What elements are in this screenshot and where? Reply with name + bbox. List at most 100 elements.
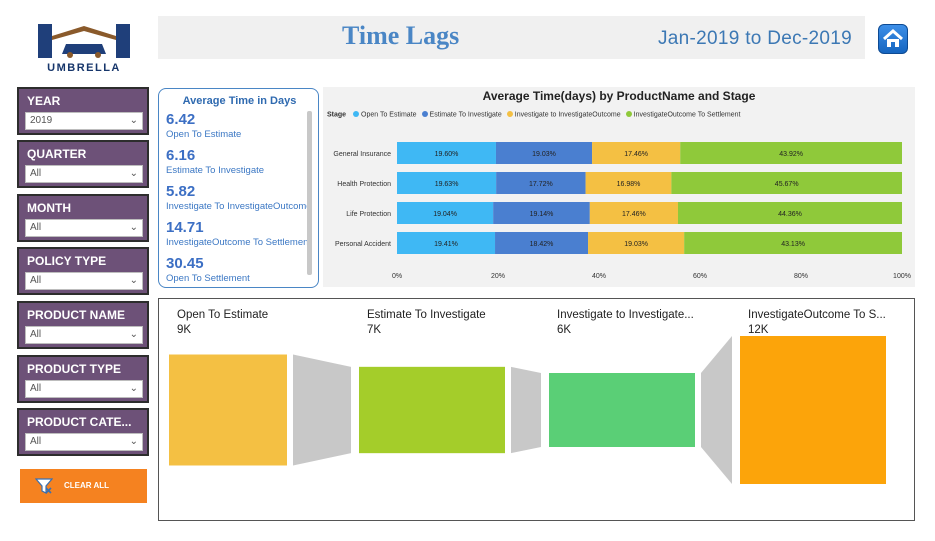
legend-title: Stage (327, 111, 347, 119)
filter-label: PRODUCT TYPE (27, 362, 122, 376)
bar-segment[interactable] (592, 142, 681, 164)
bar-segment[interactable] (496, 172, 586, 194)
bar-segment[interactable] (680, 142, 902, 164)
chevron-down-icon: ⌄ (129, 436, 138, 447)
filter-dropdown[interactable]: All ⌄ (25, 433, 143, 451)
umbrella-logo (32, 20, 136, 76)
kpi-label: Open To Estimate (166, 129, 242, 140)
filter-value: All (30, 383, 42, 394)
filter-dropdown[interactable]: All ⌄ (25, 380, 143, 398)
data-label: 19.04% (433, 211, 457, 218)
funnel-stage-label: Estimate To Investigate (367, 309, 486, 321)
legend-swatch (421, 111, 428, 117)
data-label: 16.98% (617, 181, 641, 188)
chevron-down-icon: ⌄ (129, 329, 138, 340)
data-label: 17.46% (622, 211, 646, 218)
kpi-label: Investigate To InvestigateOutcome (166, 201, 312, 212)
filter-product-cate: PRODUCT CATE... All ⌄ (17, 408, 149, 456)
funnel-stage-bar[interactable] (549, 373, 695, 447)
bar-chart-legend: Stage Open To Estimate Estimate To Invest… (327, 111, 741, 119)
legend-item[interactable]: Investigate to InvestigateOutcome (514, 111, 621, 119)
bar-segment[interactable] (397, 202, 494, 224)
filter-dropdown[interactable]: All ⌄ (25, 165, 143, 183)
data-label: 17.72% (529, 181, 553, 188)
x-tick-label: 40% (592, 273, 606, 280)
bar-segment[interactable] (397, 142, 496, 164)
filter-dropdown[interactable]: 2019 ⌄ (25, 112, 143, 130)
legend-swatch (506, 111, 513, 117)
data-label: 19.63% (435, 181, 459, 188)
funnel-stage-bar[interactable] (740, 336, 886, 484)
legend-swatch (353, 111, 360, 117)
data-label: 19.03% (532, 151, 556, 158)
bar-segment[interactable] (671, 172, 902, 194)
filter-product-name: PRODUCT NAME All ⌄ (17, 301, 149, 349)
legend-item[interactable]: Estimate To Investigate (429, 111, 502, 119)
filter-value: All (30, 168, 42, 179)
kpi-scrollbar[interactable] (307, 111, 312, 275)
kpi-value: 14.71 (166, 219, 204, 236)
filter-label: PRODUCT CATE... (27, 415, 132, 429)
funnel-stage-label: InvestigateOutcome To S... (748, 309, 886, 321)
filter-month: MONTH All ⌄ (17, 194, 149, 242)
kpi-label: Open To Settlement (166, 273, 250, 284)
legend-swatch (625, 111, 632, 117)
funnel-stage-bar[interactable] (359, 366, 505, 454)
funnel-stage-value: 12K (748, 324, 769, 336)
filter-dropdown[interactable]: All ⌄ (25, 326, 143, 344)
funnel-stage-value: 9K (177, 324, 192, 336)
bar-segment[interactable] (589, 202, 678, 224)
chevron-down-icon: ⌄ (129, 275, 138, 286)
bar-segment[interactable] (495, 142, 593, 164)
kpi-value: 6.16 (166, 147, 196, 164)
data-label: 19.03% (624, 241, 648, 248)
logo-text: UMBRELLA (47, 62, 121, 74)
x-tick-label: 0% (392, 273, 402, 280)
stacked-bar-chart: General Insurance 19.60% 19.03% 17.46% 43.92… (333, 142, 911, 280)
chevron-down-icon: ⌄ (129, 115, 138, 126)
bar-segment[interactable] (588, 232, 685, 254)
filter-clear-icon (35, 478, 53, 494)
bar-segment[interactable] (493, 202, 590, 224)
filter-quarter: QUARTER All ⌄ (17, 140, 149, 188)
filter-value: All (30, 275, 42, 286)
kpi-label: InvestigateOutcome To Settlement (166, 237, 312, 248)
bar-segment[interactable] (677, 202, 902, 224)
bar-segment[interactable] (397, 172, 497, 194)
filter-label: YEAR (27, 94, 61, 108)
funnel-connector (293, 354, 351, 466)
x-tick-label: 60% (693, 273, 707, 280)
bar-segment[interactable] (585, 172, 672, 194)
funnel-stage-value: 7K (367, 324, 382, 336)
filter-policy-type: POLICY TYPE All ⌄ (17, 247, 149, 295)
category-label: Personal Accident (335, 241, 391, 248)
filter-dropdown[interactable]: All ⌄ (25, 219, 143, 237)
filter-dropdown[interactable]: All ⌄ (25, 272, 143, 290)
kpi-value: 5.82 (166, 183, 196, 200)
funnel-stage-label: Investigate to Investigate... (557, 309, 694, 321)
data-label: 17.46% (624, 151, 648, 158)
legend-item[interactable]: Open To Estimate (361, 111, 417, 119)
kpi-label: Estimate To Investigate (166, 165, 265, 176)
filter-label: PRODUCT NAME (27, 308, 125, 322)
chevron-down-icon: ⌄ (129, 383, 138, 394)
funnel-chart (169, 336, 886, 484)
data-label: 43.92% (779, 151, 803, 158)
bar-segment[interactable] (495, 232, 589, 254)
funnel-connector (701, 336, 732, 484)
clear-all-button[interactable]: CLEAR ALL (20, 469, 147, 503)
filter-product-type: PRODUCT TYPE All ⌄ (17, 355, 149, 403)
kpi-value: 6.42 (166, 111, 196, 128)
page-title: Time Lags (342, 21, 460, 50)
data-label: 18.42% (530, 241, 554, 248)
bar-segment[interactable] (684, 232, 902, 254)
bar-segment[interactable] (397, 232, 496, 254)
funnel-stage-bar[interactable] (169, 354, 287, 466)
home-icon (883, 28, 903, 47)
clear-all-label: CLEAR ALL (64, 481, 110, 490)
chevron-down-icon: ⌄ (129, 168, 138, 179)
data-label: 19.41% (434, 241, 458, 248)
legend-item[interactable]: InvestigateOutcome To Settlement (633, 111, 741, 119)
home-button[interactable] (878, 24, 908, 54)
kpi-title: Average Time in Days (182, 95, 297, 107)
